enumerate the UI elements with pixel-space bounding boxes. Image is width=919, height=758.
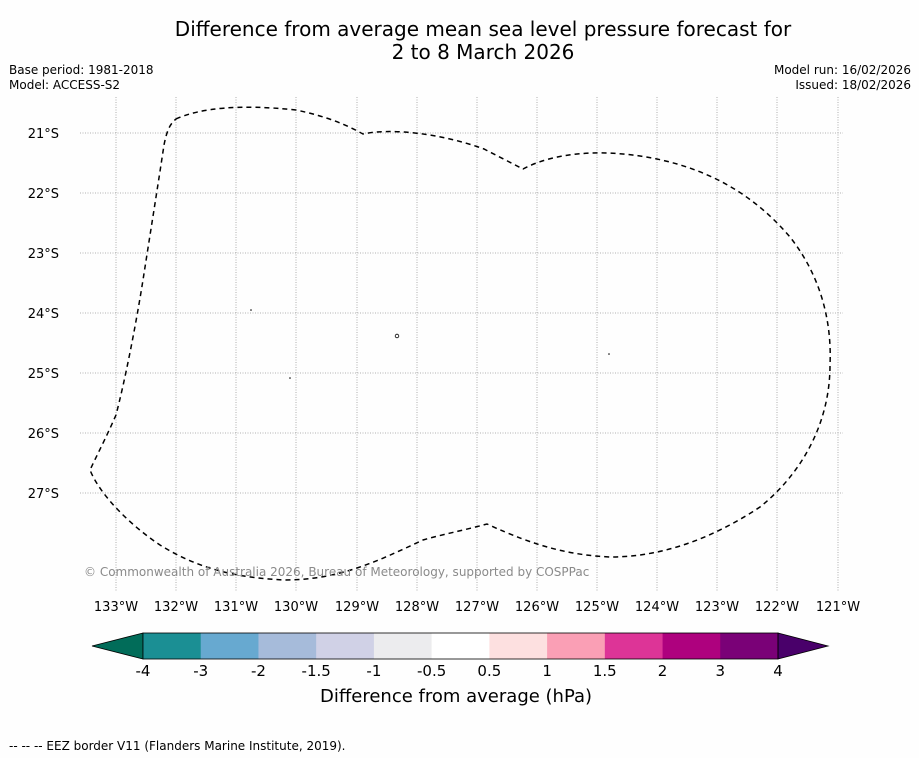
lat-label: 25°S xyxy=(28,367,59,382)
footnote: -- -- -- EEZ border V11 (Flanders Marine… xyxy=(9,739,346,753)
island-1 xyxy=(250,309,252,311)
map-title: Difference from average mean sea level p… xyxy=(0,18,919,64)
lat-label: 26°S xyxy=(28,427,59,442)
colorbar-tick-label: -0.5 xyxy=(417,662,446,680)
lon-label: 133°W xyxy=(94,600,138,615)
colorbar-segment xyxy=(200,633,259,659)
eez-border xyxy=(89,106,831,581)
lat-labels: 21°S 22°S 23°S 24°S 25°S 26°S 27°S xyxy=(28,127,59,502)
lon-label: 123°W xyxy=(695,600,739,615)
colorbar-under-arrow xyxy=(91,632,144,660)
islands xyxy=(250,309,610,379)
colorbar-tick-label: -1.5 xyxy=(302,662,331,680)
lon-label: 124°W xyxy=(635,600,679,615)
colorbar-label: Difference from average (hPa) xyxy=(320,686,593,707)
title-line-1: Difference from average mean sea level p… xyxy=(174,17,792,41)
lon-label: 130°W xyxy=(274,600,318,615)
meta-left: Base period: 1981-2018 Model: ACCESS-S2 xyxy=(9,63,154,93)
lat-label: 22°S xyxy=(28,187,59,202)
lon-label: 128°W xyxy=(395,600,439,615)
model-run: Model run: 16/02/2026 xyxy=(773,63,911,77)
colorbar-segment xyxy=(662,633,721,659)
island-2 xyxy=(394,333,400,339)
lat-label: 23°S xyxy=(28,247,59,262)
colorbar-segment xyxy=(258,633,317,659)
island-4 xyxy=(608,353,610,355)
copyright-credit: © Commonwealth of Australia 2026, Bureau… xyxy=(84,565,590,579)
meta-right: Model run: 16/02/2026 Issued: 18/02/2026 xyxy=(774,63,911,93)
base-period: Base period: 1981-2018 xyxy=(9,63,154,77)
colorbar-segment xyxy=(720,633,779,659)
lon-label: 121°W xyxy=(816,600,860,615)
colorbar-tick-label: 4 xyxy=(773,662,783,680)
colorbar-tick-label: 1 xyxy=(542,662,552,680)
lon-label: 126°W xyxy=(515,600,559,615)
colorbar xyxy=(91,632,830,660)
colorbar-tick-label: 1.5 xyxy=(593,662,617,680)
colorbar-segment xyxy=(431,633,490,659)
colorbar-segment xyxy=(143,633,202,659)
colorbar-segment xyxy=(547,633,606,659)
colorbar-segment xyxy=(489,633,548,659)
lon-label: 122°W xyxy=(755,600,799,615)
lat-label: 24°S xyxy=(28,307,59,322)
lat-label: 27°S xyxy=(28,487,59,502)
colorbar-tick-label: 2 xyxy=(658,662,668,680)
colorbar-over-arrow xyxy=(777,632,830,660)
lat-label: 21°S xyxy=(28,127,59,142)
island-3 xyxy=(289,377,291,379)
colorbar-segment xyxy=(316,633,375,659)
colorbar-segment xyxy=(373,633,432,659)
colorbar-ticks: -4 -3 -2 -1.5 -1 -0.5 0.5 1 1.5 2 3 4 xyxy=(136,662,783,680)
lon-label: 131°W xyxy=(214,600,258,615)
lon-label: 127°W xyxy=(455,600,499,615)
issued-date: Issued: 18/02/2026 xyxy=(795,78,911,92)
colorbar-tick-label: -1 xyxy=(366,662,381,680)
colorbar-segment xyxy=(604,633,663,659)
lon-label: 129°W xyxy=(335,600,379,615)
title-line-2: 2 to 8 March 2026 xyxy=(391,40,575,64)
gridlines xyxy=(80,97,843,592)
colorbar-tick-label: 0.5 xyxy=(477,662,501,680)
model-name: Model: ACCESS-S2 xyxy=(9,78,121,92)
colorbar-tick-label: -2 xyxy=(251,662,266,680)
lon-labels: 133°W 132°W 131°W 130°W 129°W 128°W 127°… xyxy=(94,600,860,615)
colorbar-frame xyxy=(142,632,779,660)
lon-label: 132°W xyxy=(154,600,198,615)
colorbar-tick-label: 3 xyxy=(715,662,725,680)
lon-label: 125°W xyxy=(575,600,619,615)
colorbar-tick-label: -4 xyxy=(136,662,151,680)
colorbar-tick-label: -3 xyxy=(193,662,208,680)
